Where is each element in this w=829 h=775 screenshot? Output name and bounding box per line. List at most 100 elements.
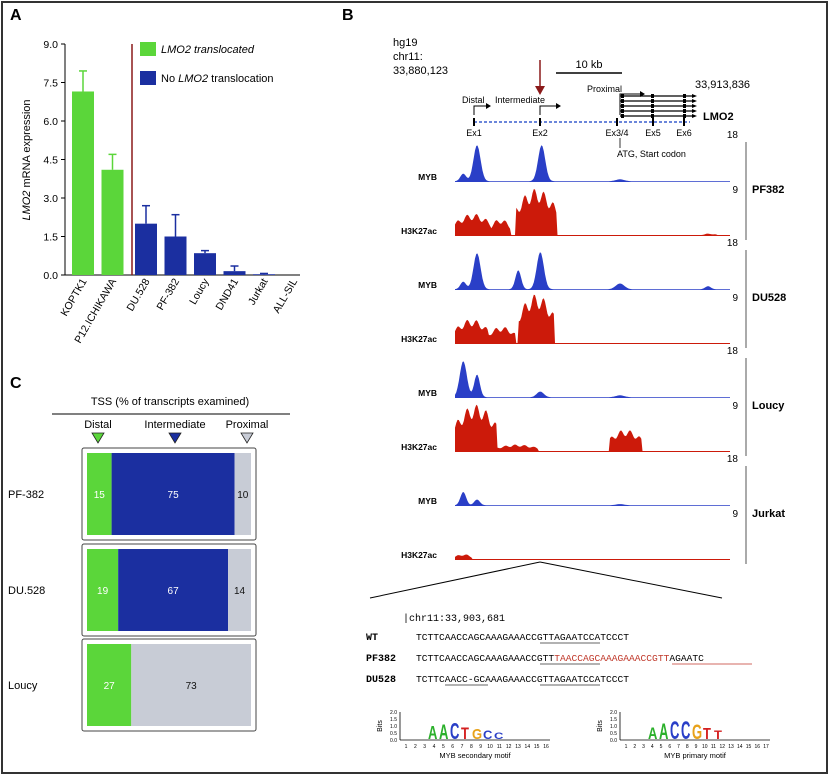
- track-label-myb: MYB: [418, 172, 437, 182]
- segment-label: 10: [237, 490, 249, 501]
- myb-track: [455, 361, 730, 398]
- logo-y-tick: 2.0: [610, 710, 617, 716]
- row-frame: [81, 447, 257, 541]
- logo-x-tick: 6: [451, 744, 454, 750]
- bar: [164, 236, 187, 275]
- y-tick-label: 0.0: [43, 270, 58, 282]
- exon-block: [621, 114, 624, 118]
- logo-y-tick: 0.5: [390, 731, 397, 737]
- exon-block: [651, 114, 654, 118]
- logo-x-tick: 14: [737, 744, 743, 750]
- logo-y-tick: 1.0: [390, 724, 397, 730]
- myb-track: [455, 145, 730, 182]
- track-max: 9: [732, 293, 738, 304]
- panel-b-genome-tracks: hg19 chr11: 33,880,123 33,913,836 10 kb …: [366, 37, 786, 760]
- chip-seq-tracks: MYB H3K27ac 18 9 PF382 MYB H3K27ac 18 9 DU528 MYB H…: [401, 130, 786, 564]
- logo-letter: C: [494, 732, 503, 742]
- logo-x-tick: 13: [728, 744, 734, 750]
- segment-intermediate: [118, 549, 229, 631]
- assembly-label: hg19: [393, 37, 417, 49]
- cell-line-label: Jurkat: [752, 508, 785, 520]
- legend-no-translocation: No LMO2 translocation: [161, 73, 274, 85]
- track-label-myb: MYB: [418, 280, 437, 290]
- segment-label: 27: [104, 681, 116, 692]
- bar: [72, 91, 94, 275]
- logo-x-tick: 15: [534, 744, 540, 750]
- logo-x-tick: 11: [497, 744, 502, 750]
- logo-x-tick: 7: [677, 744, 680, 750]
- logo-y-tick: 0.0: [610, 738, 617, 744]
- logo-x-tick: 6: [668, 744, 671, 750]
- column-proximal: Proximal: [226, 419, 269, 431]
- h3k27ac-track: [455, 294, 730, 344]
- row-label: DU.528: [8, 585, 45, 597]
- bar: [101, 169, 124, 275]
- segment-distal: [87, 549, 119, 631]
- logo-letter: A: [428, 724, 437, 744]
- arrowhead-icon: [692, 104, 697, 108]
- sequence-row-label: PF382: [366, 654, 396, 665]
- logo-letter: C: [483, 729, 492, 742]
- sequence-alignment: |chr11:33,903,681 WT TCTTCAACCAGCAAAGAAACC…: [366, 613, 752, 686]
- zoom-line-right: [539, 561, 723, 599]
- sequence-row-label: WT: [366, 633, 378, 644]
- logo-x-tick: 16: [754, 744, 760, 750]
- segment-distal: [87, 453, 112, 535]
- logo-x-tick: 16: [543, 744, 549, 750]
- segment-label: 73: [186, 681, 198, 692]
- logo-x-tick: 8: [686, 744, 689, 750]
- logo-letter: C: [670, 718, 679, 746]
- cell-line-label: DU528: [752, 292, 786, 304]
- logo-x-tick: 12: [506, 744, 512, 750]
- logo-x-tick: 10: [702, 744, 708, 750]
- logo-x-tick: 10: [487, 744, 493, 750]
- y-tick-label: 4.5: [43, 155, 58, 167]
- logo-letter: G: [692, 720, 702, 744]
- logo-x-tick: 2: [633, 744, 636, 750]
- y-tick-label: 7.5: [43, 78, 58, 90]
- arrowhead-icon: [556, 103, 561, 109]
- lmo2-transcripts: [620, 94, 697, 118]
- segment-label: 19: [97, 586, 109, 597]
- arrowhead-icon: [692, 94, 697, 98]
- exon-block: [683, 104, 686, 108]
- segment-label: 15: [94, 490, 106, 501]
- arrowhead-icon: [692, 99, 697, 103]
- arrowhead-icon: [692, 114, 697, 118]
- tss-arrow-intermediate: [539, 105, 556, 115]
- logo-x-tick: 17: [763, 744, 769, 750]
- atg-label: ATG, Start codon: [617, 149, 686, 159]
- y-tick-label: 1.5: [43, 232, 58, 244]
- cell-line-label: Loucy: [752, 400, 785, 412]
- exon-block: [651, 94, 654, 98]
- scale-label: 10 kb: [576, 59, 603, 71]
- tss-label-proximal: Proximal: [587, 84, 622, 94]
- row-label: PF-382: [8, 489, 44, 501]
- logo-letter: T: [703, 726, 711, 743]
- segment-distal: [87, 644, 132, 726]
- motif-name: MYB primary motif: [664, 751, 727, 760]
- start-coordinate: 33,880,123: [393, 65, 448, 77]
- track-max: 18: [727, 454, 739, 465]
- segment-proximal: [234, 453, 251, 535]
- h3k27ac-track: [455, 554, 730, 560]
- logo-x-tick: 8: [470, 744, 473, 750]
- logo-y-tick: 1.5: [610, 717, 617, 723]
- y-ticks: 0.0 1.5 3.0 4.5 6.0 7.5 9.0: [43, 39, 65, 282]
- logo-x-tick: 1: [625, 744, 628, 750]
- logo-x-tick: 13: [515, 744, 521, 750]
- track-max: 9: [732, 401, 738, 412]
- logo-x-tick: 3: [642, 744, 645, 750]
- logo-letter: C: [450, 719, 460, 745]
- logo-x-tick: 1: [405, 744, 408, 750]
- y-tick-label: 9.0: [43, 39, 58, 51]
- logo-x-tick: 4: [433, 744, 436, 750]
- tss-arrow-distal: [473, 105, 486, 115]
- exon-block: [683, 99, 686, 103]
- sequence: TCTTCAACCAGCAAAGAAACCGTTAGAATCCATCCCT: [416, 632, 629, 643]
- panel-label-c: C: [10, 375, 22, 392]
- arrowhead-icon: [692, 109, 697, 113]
- logo-x-tick: 5: [442, 744, 445, 750]
- logo-letter: T: [714, 729, 722, 742]
